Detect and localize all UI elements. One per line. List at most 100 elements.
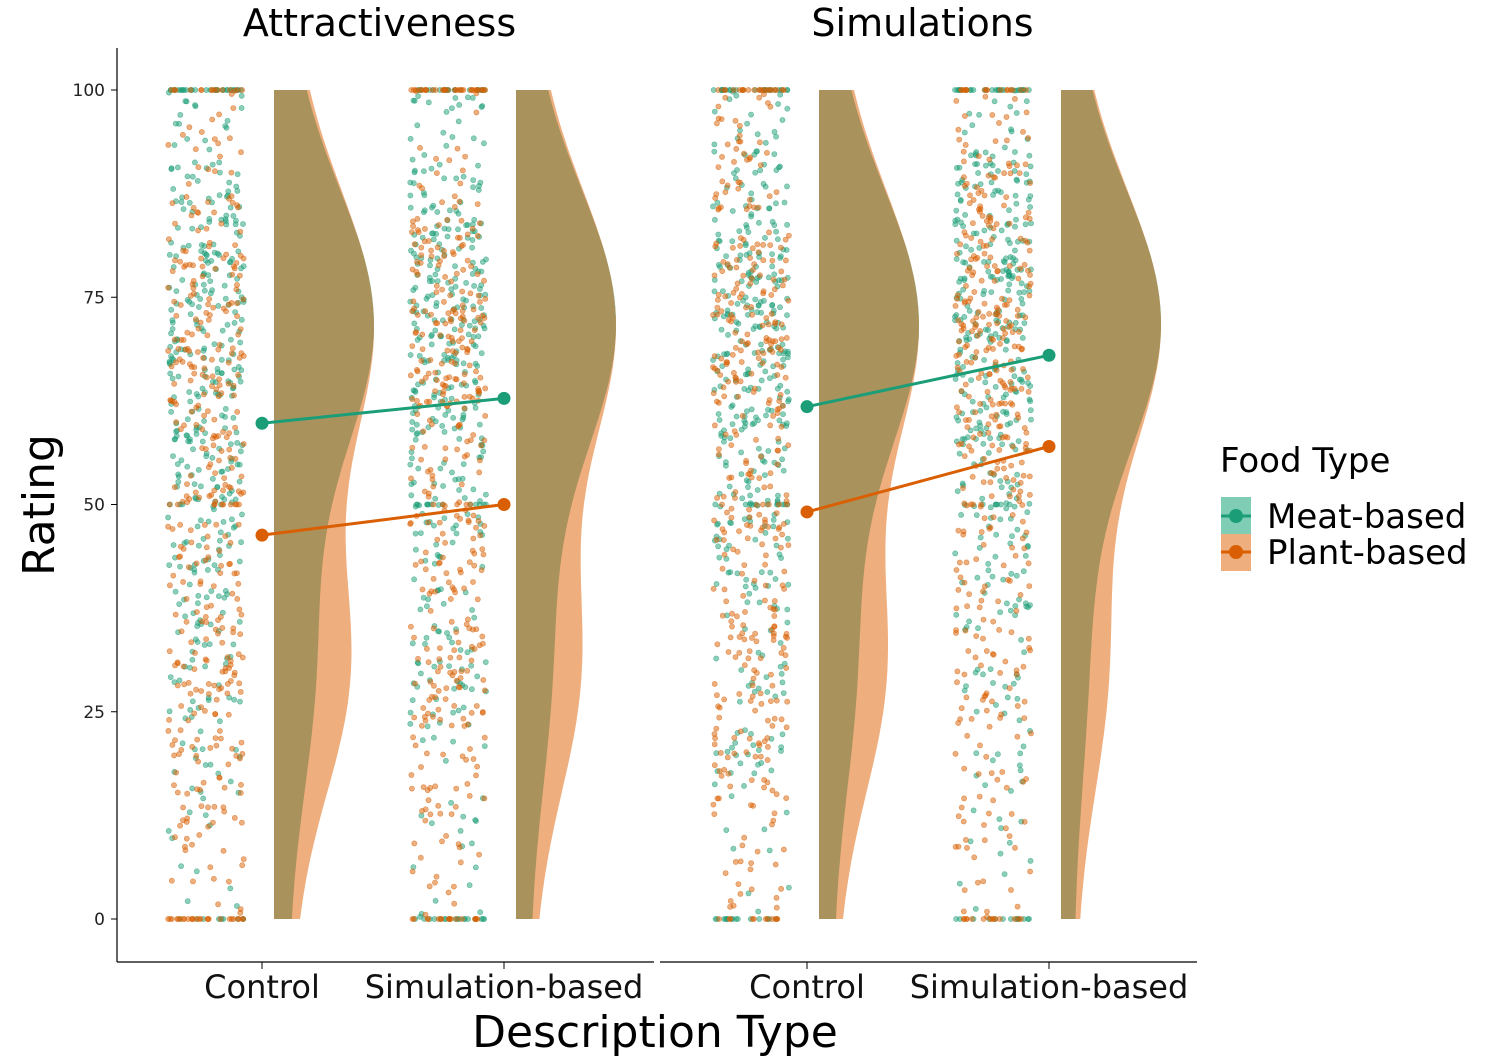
data-point-plant-based <box>953 98 960 104</box>
data-point-meat-based <box>990 680 996 686</box>
data-point-meat-based <box>417 670 424 677</box>
data-point-plant-based <box>186 348 193 355</box>
data-point-plant-based <box>1012 96 1018 102</box>
data-point-meat-based <box>480 448 487 455</box>
data-point-plant-based <box>987 254 994 261</box>
data-point-plant-based <box>759 360 766 366</box>
data-point-plant-based <box>425 519 432 526</box>
data-point-meat-based <box>186 436 193 442</box>
data-point-plant-based <box>980 243 987 249</box>
data-point-plant-based <box>736 132 743 139</box>
data-point-meat-based <box>974 574 981 581</box>
data-point-plant-based <box>457 675 464 681</box>
data-point-plant-based <box>181 422 187 429</box>
data-point-plant-based <box>177 302 184 308</box>
data-point-plant-based <box>470 579 476 585</box>
data-point-meat-based <box>777 663 784 670</box>
data-point-plant-based <box>952 750 959 757</box>
data-point-meat-based <box>1023 171 1030 178</box>
data-point-plant-based <box>972 654 979 661</box>
data-point-plant-based <box>430 483 437 490</box>
data-point-meat-based <box>193 868 200 875</box>
data-point-plant-based <box>781 568 788 575</box>
data-point-meat-based <box>238 92 245 99</box>
data-point-plant-based <box>991 277 998 284</box>
data-point-plant-based <box>414 411 421 417</box>
data-point-plant-based <box>781 521 787 527</box>
data-point-meat-based <box>238 265 244 272</box>
data-point-meat-based <box>179 740 186 747</box>
data-point-plant-based <box>760 288 767 295</box>
data-point-plant-based <box>712 735 718 742</box>
data-point-plant-based <box>174 682 181 689</box>
data-point-plant-based <box>980 541 987 548</box>
data-point-meat-based <box>432 327 439 334</box>
data-point-plant-based <box>459 344 466 351</box>
data-point-plant-based <box>187 87 194 93</box>
data-point-plant-based <box>427 811 434 818</box>
data-point-plant-based <box>475 518 482 524</box>
data-point-meat-based <box>418 812 425 819</box>
data-point-meat-based <box>987 504 994 511</box>
data-point-plant-based <box>783 334 790 341</box>
data-point-plant-based <box>206 296 213 302</box>
data-point-meat-based <box>220 519 227 525</box>
data-point-meat-based <box>434 278 441 284</box>
data-point-plant-based <box>186 124 193 131</box>
data-point-meat-based <box>985 567 992 574</box>
data-point-meat-based <box>762 368 769 375</box>
data-point-plant-based <box>1008 322 1014 329</box>
data-point-meat-based <box>953 256 960 262</box>
data-point-plant-based <box>722 87 729 93</box>
data-point-meat-based <box>758 760 765 766</box>
data-point-plant-based <box>996 400 1002 407</box>
data-point-plant-based <box>425 370 432 377</box>
data-point-meat-based <box>968 246 974 253</box>
data-point-meat-based <box>178 199 185 205</box>
data-point-meat-based <box>209 161 216 168</box>
data-point-meat-based <box>738 667 745 673</box>
data-point-plant-based <box>969 916 975 922</box>
data-point-plant-based <box>725 317 732 323</box>
data-point-meat-based <box>233 429 240 436</box>
data-point-plant-based <box>165 141 172 148</box>
data-point-meat-based <box>1006 839 1013 846</box>
data-point-meat-based <box>967 838 974 845</box>
data-point-plant-based <box>1016 493 1022 500</box>
data-point-plant-based <box>975 153 982 160</box>
data-point-plant-based <box>954 679 960 686</box>
data-point-meat-based <box>466 882 473 889</box>
data-point-meat-based <box>479 103 486 109</box>
data-point-meat-based <box>751 688 758 695</box>
data-point-meat-based <box>995 168 1001 174</box>
data-point-plant-based <box>753 638 760 645</box>
data-point-plant-based <box>448 334 455 341</box>
data-point-meat-based <box>472 379 479 386</box>
data-point-plant-based <box>983 707 990 714</box>
data-point-plant-based <box>754 241 761 248</box>
data-point-plant-based <box>993 367 1000 374</box>
data-point-meat-based <box>407 352 414 358</box>
data-point-plant-based <box>970 434 977 441</box>
data-point-plant-based <box>237 909 244 916</box>
data-point-plant-based <box>764 779 771 786</box>
data-point-meat-based <box>756 916 763 922</box>
data-point-plant-based <box>205 166 212 173</box>
data-point-plant-based <box>238 473 245 480</box>
data-point-plant-based <box>477 374 484 381</box>
data-point-plant-based <box>451 900 458 907</box>
data-point-meat-based <box>211 341 218 347</box>
data-point-plant-based <box>996 916 1003 922</box>
data-point-meat-based <box>1017 767 1024 774</box>
data-point-plant-based <box>473 772 479 779</box>
data-point-plant-based <box>1022 161 1029 168</box>
data-point-plant-based <box>763 552 769 559</box>
data-point-plant-based <box>165 347 172 354</box>
data-point-meat-based <box>203 594 210 601</box>
data-point-plant-based <box>1014 306 1021 313</box>
data-point-plant-based <box>239 654 246 661</box>
legend-title: Food Type <box>1220 441 1390 481</box>
data-point-meat-based <box>170 453 176 459</box>
data-point-plant-based <box>221 784 228 791</box>
